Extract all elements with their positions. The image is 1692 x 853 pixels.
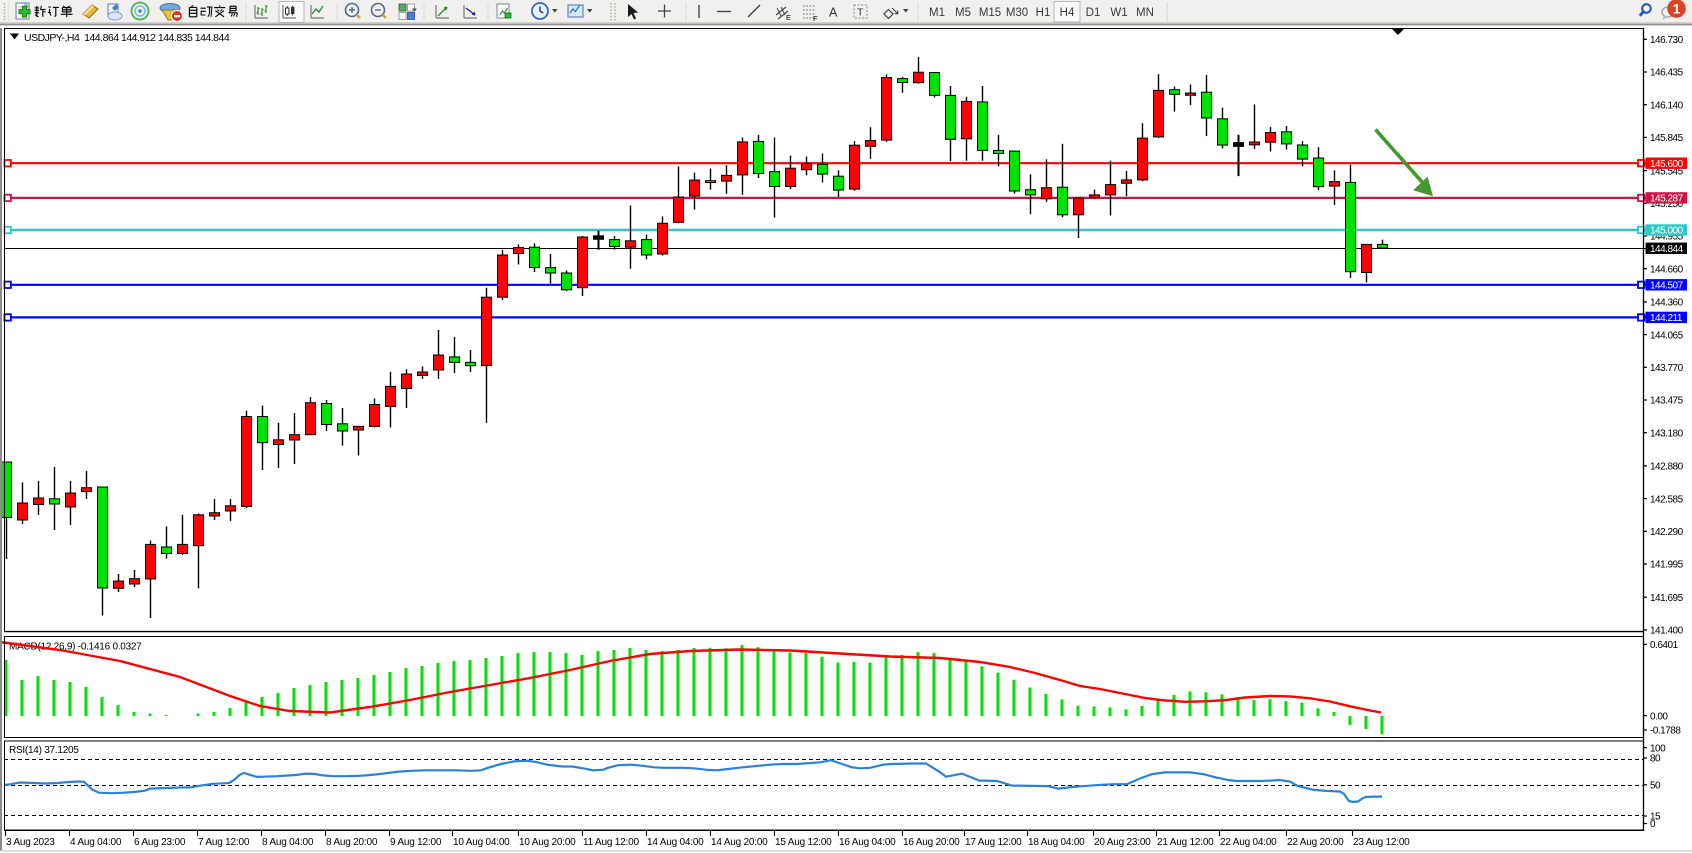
svg-text:142.880: 142.880 [1650,462,1684,473]
svg-text:10 Aug 04:00: 10 Aug 04:00 [453,837,510,848]
svg-text:145.250: 145.250 [1650,199,1684,210]
svg-text:22 Aug 20:00: 22 Aug 20:00 [1287,837,1344,848]
svg-text:W1: W1 [1110,7,1127,19]
svg-text:146.435: 146.435 [1650,68,1684,79]
svg-text:145.600: 145.600 [1650,159,1684,170]
svg-text:21 Aug 12:00: 21 Aug 12:00 [1157,837,1214,848]
svg-text:142.585: 142.585 [1650,494,1684,505]
svg-text:16 Aug 04:00: 16 Aug 04:00 [839,837,896,848]
svg-text:142.290: 142.290 [1650,527,1684,538]
svg-text:144.844: 144.844 [1650,244,1684,255]
svg-text:11 Aug 12:00: 11 Aug 12:00 [583,837,639,848]
svg-text:MN: MN [1136,7,1154,19]
svg-text:18 Aug 04:00: 18 Aug 04:00 [1028,837,1085,848]
svg-text:145.287: 145.287 [1650,194,1684,205]
svg-text:15 Aug 12:00: 15 Aug 12:00 [775,837,832,848]
svg-text:RSI(14) 37.1205: RSI(14) 37.1205 [9,745,79,756]
svg-text:4 Aug 04:00: 4 Aug 04:00 [70,837,122,848]
svg-text:M5: M5 [955,7,971,19]
svg-text:0.6401: 0.6401 [1650,640,1679,651]
svg-text:143.770: 143.770 [1650,363,1684,374]
svg-text:146.730: 146.730 [1650,35,1684,46]
svg-text:8 Aug 04:00: 8 Aug 04:00 [262,837,314,848]
svg-text:141.695: 141.695 [1650,593,1684,604]
svg-text:D1: D1 [1086,7,1101,19]
svg-text:M1: M1 [929,7,945,19]
svg-text:0: 0 [1650,819,1656,830]
svg-text:23 Aug 12:00: 23 Aug 12:00 [1353,837,1410,848]
svg-text:F: F [813,14,818,23]
svg-text:80: 80 [1650,754,1661,765]
svg-text:7 Aug 12:00: 7 Aug 12:00 [198,837,250,848]
svg-text:8 Aug 20:00: 8 Aug 20:00 [326,837,378,848]
svg-text:144.955: 144.955 [1650,232,1684,243]
svg-text:144.065: 144.065 [1650,330,1684,341]
svg-text:141.400: 141.400 [1650,626,1684,637]
svg-text:144.211: 144.211 [1650,313,1683,324]
svg-text:T: T [857,7,864,19]
svg-text:M30: M30 [1006,7,1028,19]
svg-text:10 Aug 20:00: 10 Aug 20:00 [519,837,576,848]
svg-text:H1: H1 [1036,7,1051,19]
svg-text:100: 100 [1650,743,1666,754]
svg-text:M15: M15 [979,7,1001,19]
svg-text:A: A [829,6,838,20]
svg-text:20 Aug 23:00: 20 Aug 23:00 [1094,837,1151,848]
svg-text:16 Aug 20:00: 16 Aug 20:00 [903,837,960,848]
svg-text:14 Aug 04:00: 14 Aug 04:00 [647,837,704,848]
svg-text:9 Aug 12:00: 9 Aug 12:00 [390,837,442,848]
svg-text:145.845: 145.845 [1650,133,1684,144]
svg-text:146.140: 146.140 [1650,100,1684,111]
svg-text:144.507: 144.507 [1650,281,1684,292]
svg-text:-0.1788: -0.1788 [1650,726,1681,737]
svg-text:144.360: 144.360 [1650,298,1684,309]
svg-text:143.475: 143.475 [1650,396,1684,407]
svg-text:22 Aug 04:00: 22 Aug 04:00 [1220,837,1277,848]
svg-text:17 Aug 12:00: 17 Aug 12:00 [965,837,1022,848]
svg-text:6 Aug 23:00: 6 Aug 23:00 [134,837,186,848]
svg-text:145.545: 145.545 [1650,166,1684,177]
svg-text:USDJPY-,H4 144.864 144.912 14: USDJPY-,H4 144.864 144.912 144.835 144.8… [24,32,230,44]
svg-text:E: E [786,13,791,22]
svg-text:14 Aug 20:00: 14 Aug 20:00 [711,837,768,848]
svg-text:50: 50 [1650,781,1661,792]
svg-text:3 Aug 2023: 3 Aug 2023 [6,837,55,848]
svg-text:0.00: 0.00 [1650,711,1668,722]
svg-text:143.180: 143.180 [1650,428,1684,439]
svg-text:141.995: 141.995 [1650,560,1684,571]
svg-text:1: 1 [1673,1,1681,17]
svg-text:MACD(12,26,9) -0.1416 0.0327: MACD(12,26,9) -0.1416 0.0327 [9,642,142,653]
svg-text:H4: H4 [1060,7,1075,19]
svg-text:145.000: 145.000 [1650,226,1684,237]
svg-text:15: 15 [1650,812,1661,823]
svg-text:144.660: 144.660 [1650,264,1684,275]
